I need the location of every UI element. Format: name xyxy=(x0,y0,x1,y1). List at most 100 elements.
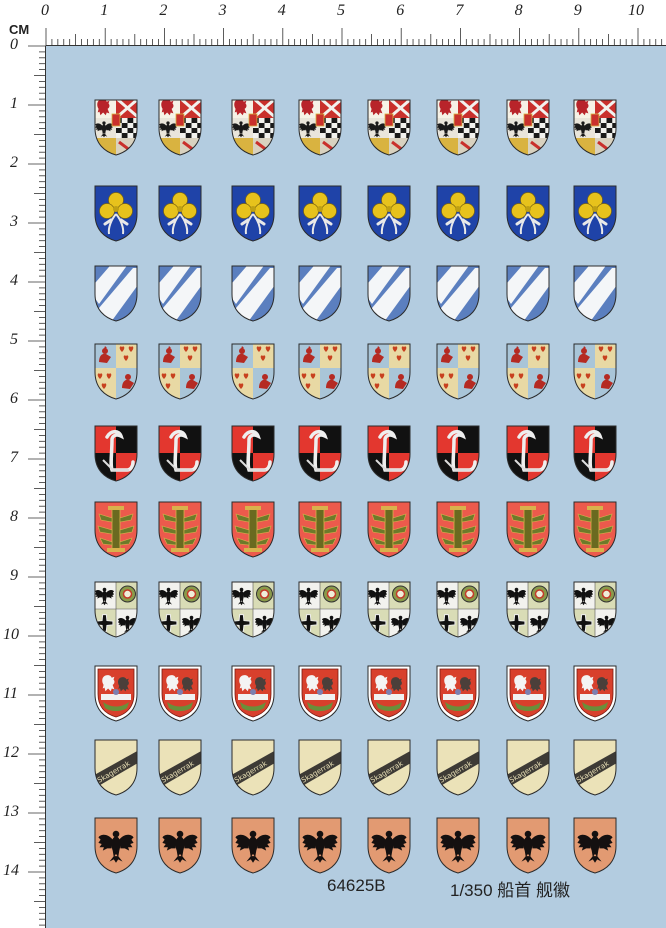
red-black-swan-crest xyxy=(366,424,412,482)
black-eagle-crest xyxy=(366,816,412,874)
black-eagle-crest xyxy=(157,816,203,874)
rooster-heart-quarterly-crest xyxy=(297,342,343,400)
blue-gold-clover-crest xyxy=(435,184,481,242)
red-green-column-crest xyxy=(435,500,481,558)
blue-gold-clover-crest xyxy=(572,184,618,242)
eagle-iron-cross-quarterly-crest xyxy=(297,580,343,638)
left-ruler-label: 1 xyxy=(10,95,18,112)
eagle-iron-cross-quarterly-crest xyxy=(230,580,276,638)
black-eagle-crest xyxy=(435,816,481,874)
quartered-eagle-checker-crest xyxy=(93,98,139,156)
left-ruler-label: 8 xyxy=(10,508,18,525)
top-ruler-label: 2 xyxy=(159,2,168,19)
decal-panel xyxy=(46,46,666,928)
left-ruler-label: 7 xyxy=(10,449,18,466)
red-green-column-crest xyxy=(157,500,203,558)
top-ruler xyxy=(45,28,666,46)
left-ruler-label: 3 xyxy=(10,213,18,230)
left-ruler-label: 6 xyxy=(10,390,18,407)
red-lion-crest xyxy=(366,664,412,722)
top-ruler-label: 10 xyxy=(628,2,644,19)
red-lion-crest xyxy=(297,664,343,722)
red-lion-crest xyxy=(230,664,276,722)
top-ruler-label: 9 xyxy=(573,2,582,19)
blue-gold-clover-crest xyxy=(230,184,276,242)
quartered-eagle-checker-crest xyxy=(505,98,551,156)
red-lion-crest xyxy=(572,664,618,722)
red-green-column-crest xyxy=(572,500,618,558)
black-eagle-crest xyxy=(572,816,618,874)
left-ruler-label: 2 xyxy=(10,154,18,171)
left-ruler-label: 10 xyxy=(3,626,19,643)
red-black-swan-crest xyxy=(93,424,139,482)
eagle-iron-cross-quarterly-crest xyxy=(572,580,618,638)
quartered-eagle-checker-crest xyxy=(230,98,276,156)
blue-white-bend-crest xyxy=(435,264,481,322)
rooster-heart-quarterly-crest xyxy=(157,342,203,400)
left-ruler-label: 5 xyxy=(10,331,18,348)
rooster-heart-quarterly-crest xyxy=(572,342,618,400)
red-green-column-crest xyxy=(297,500,343,558)
black-eagle-crest xyxy=(297,816,343,874)
top-ruler-label: 6 xyxy=(396,2,405,19)
blue-gold-clover-crest xyxy=(366,184,412,242)
ruler-unit-label: CM xyxy=(9,22,30,37)
rooster-heart-quarterly-crest xyxy=(366,342,412,400)
red-lion-crest xyxy=(93,664,139,722)
left-ruler-label: 13 xyxy=(3,803,19,820)
rooster-heart-quarterly-crest xyxy=(505,342,551,400)
top-ruler-label: 8 xyxy=(514,2,523,19)
top-ruler-label: 1 xyxy=(100,2,109,19)
left-ruler-label: 9 xyxy=(10,567,18,584)
blue-gold-clover-crest xyxy=(505,184,551,242)
blue-gold-clover-crest xyxy=(157,184,203,242)
skagerrak-band-crest: Skagerrak xyxy=(297,738,343,796)
top-ruler-label: 5 xyxy=(337,2,345,19)
left-ruler-label: 11 xyxy=(3,685,18,702)
red-lion-crest xyxy=(505,664,551,722)
left-ruler-label: 14 xyxy=(3,862,19,879)
quartered-eagle-checker-crest xyxy=(572,98,618,156)
red-green-column-crest xyxy=(505,500,551,558)
top-ruler-label: 7 xyxy=(455,2,464,19)
red-green-column-crest xyxy=(230,500,276,558)
scale-title: 1/350 船首 舰徽 xyxy=(450,881,570,900)
skagerrak-band-crest: Skagerrak xyxy=(366,738,412,796)
red-green-column-crest xyxy=(366,500,412,558)
blue-gold-clover-crest xyxy=(297,184,343,242)
skagerrak-band-crest: Skagerrak xyxy=(93,738,139,796)
blue-white-bend-crest xyxy=(297,264,343,322)
quartered-eagle-checker-crest xyxy=(297,98,343,156)
black-eagle-crest xyxy=(505,816,551,874)
top-ruler-label: 3 xyxy=(218,2,227,19)
blue-white-bend-crest xyxy=(366,264,412,322)
top-ruler-label: 0 xyxy=(41,2,49,19)
eagle-iron-cross-quarterly-crest xyxy=(93,580,139,638)
red-green-column-crest xyxy=(93,500,139,558)
black-eagle-crest xyxy=(230,816,276,874)
left-ruler-label: 4 xyxy=(10,272,18,289)
red-black-swan-crest xyxy=(435,424,481,482)
black-eagle-crest xyxy=(93,816,139,874)
quartered-eagle-checker-crest xyxy=(366,98,412,156)
red-black-swan-crest xyxy=(157,424,203,482)
eagle-iron-cross-quarterly-crest xyxy=(366,580,412,638)
rooster-heart-quarterly-crest xyxy=(93,342,139,400)
red-black-swan-crest xyxy=(572,424,618,482)
red-lion-crest xyxy=(157,664,203,722)
rooster-heart-quarterly-crest xyxy=(435,342,481,400)
eagle-iron-cross-quarterly-crest xyxy=(505,580,551,638)
skagerrak-band-crest: Skagerrak xyxy=(435,738,481,796)
eagle-iron-cross-quarterly-crest xyxy=(435,580,481,638)
product-code: 64625B xyxy=(327,876,386,895)
blue-white-bend-crest xyxy=(157,264,203,322)
top-ruler-label: 4 xyxy=(277,2,286,19)
quartered-eagle-checker-crest xyxy=(157,98,203,156)
skagerrak-band-crest: Skagerrak xyxy=(230,738,276,796)
left-ruler-label: 0 xyxy=(10,36,18,53)
red-black-swan-crest xyxy=(505,424,551,482)
left-ruler xyxy=(28,45,46,928)
left-ruler-label: 12 xyxy=(3,744,19,761)
red-black-swan-crest xyxy=(230,424,276,482)
